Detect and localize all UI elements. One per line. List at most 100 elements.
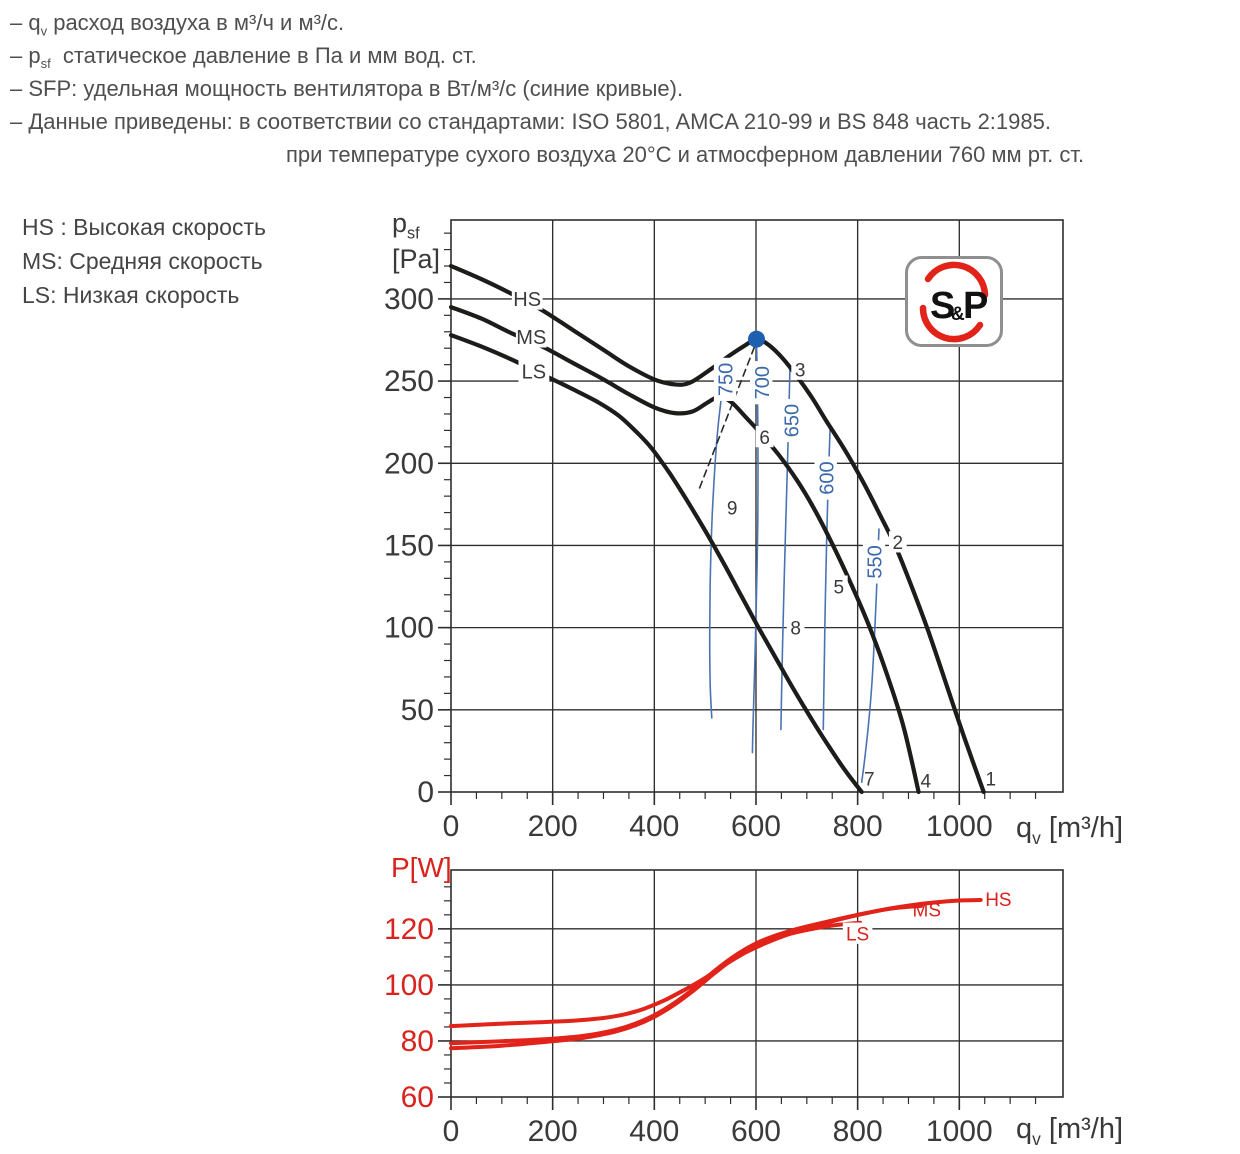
flow-axis-subscript: v (1032, 827, 1041, 848)
y-tick-label: 150 (384, 529, 434, 562)
logo-arc-top-icon (924, 261, 989, 299)
annotation-text: HS (513, 289, 541, 311)
sp-logo: S & P (904, 255, 1004, 348)
y-tick-label: 50 (401, 694, 434, 727)
annotation-text: 600 (816, 461, 838, 494)
annotation-text: 5 (834, 577, 845, 598)
note-text: при температуре сухого воздуха 20°C и ат… (286, 142, 1085, 167)
logo-arc-bottom-icon (919, 304, 984, 343)
x-tick-label: 200 (528, 1115, 578, 1148)
power-axis-label: P[W] (391, 852, 452, 884)
plot-border (450, 219, 1064, 793)
note-line-sfp: – SFP: удельная мощность вентилятора в В… (10, 72, 1084, 105)
annotation-700: 700 (749, 361, 774, 405)
logo-letter-p: P (963, 285, 988, 327)
x-tick-label: 600 (731, 1115, 781, 1148)
annotation-text: 650 (781, 404, 803, 437)
annotation-text: 6 (759, 428, 770, 449)
annotation-bg (515, 325, 547, 348)
annotation-750: 750 (713, 357, 738, 401)
x-tick-label: 400 (629, 810, 679, 843)
flow-axis-label-bottom: qv [m³/h] (1016, 1113, 1123, 1150)
pressure-axis-subscript: sf (407, 224, 420, 243)
annotation-HS: HS (985, 890, 1011, 911)
series-LS (448, 333, 864, 795)
annotation-text: 1 (986, 770, 997, 791)
x-tick-label: 200 (528, 810, 578, 843)
chart-notes: – qv расход воздуха в м³/ч и м³/с. – psf… (10, 6, 1084, 171)
annotation-9: 9 (723, 496, 741, 519)
annotation-HS: HS (511, 287, 543, 311)
logo-ampersand: & (951, 304, 965, 325)
annotation-4: 4 (921, 771, 932, 792)
annotation-2: 2 (888, 531, 907, 554)
y-tick-label: 200 (384, 447, 434, 480)
x-tick-label: 0 (443, 810, 460, 843)
series-HS-power (449, 898, 983, 1029)
annotation-600: 600 (814, 456, 838, 500)
annotation-1: 1 (986, 770, 997, 791)
annotation-550: 550 (862, 540, 887, 584)
annotation-text: 550 (865, 545, 887, 578)
y-tick-label: 80 (401, 1025, 434, 1058)
plot-border (450, 869, 1064, 1098)
annotation-text: 4 (921, 771, 932, 792)
x-tick-label: 400 (629, 1115, 679, 1148)
annotation-bg (829, 575, 848, 597)
y-tick-label: 120 (384, 913, 434, 946)
annotation-text: LS (522, 361, 546, 383)
flow-axis-symbol: q (1016, 812, 1033, 844)
chart-static-pressure-vs-flow: 0 200 400 600 800 1000 0 50 100 150 200 250 300 HS MS L… (384, 219, 1064, 843)
note-text: – p (10, 43, 41, 68)
flow-axis-subscript: v (1032, 1128, 1041, 1149)
x-tick-label: 600 (731, 810, 781, 843)
power-axis-text: P[W] (391, 852, 452, 883)
note-text: – Данные приведены: в соответствии со ст… (10, 109, 1051, 134)
annotation-text: 7 (864, 770, 875, 791)
annotation-bg (518, 359, 550, 382)
x-tick-label: 800 (833, 1115, 883, 1148)
flow-axis-symbol: q (1016, 1113, 1033, 1145)
annotation-bg (713, 357, 737, 401)
y-tick-label: 100 (384, 612, 434, 645)
annotation-8: 8 (786, 616, 805, 639)
series-sfp-750 (708, 354, 730, 719)
annotation-5: 5 (829, 575, 848, 598)
x-tick-label: 800 (833, 810, 883, 843)
annotation-bg (786, 616, 805, 638)
flow-axis-label-top: qv [m³/h] (1016, 812, 1123, 849)
annotation-bg (779, 398, 802, 443)
annotation-bg (814, 456, 837, 500)
note-line-standards: – Данные приведены: в соответствии со ст… (10, 105, 1084, 138)
series-selection-guide (698, 340, 758, 489)
note-line-flow: – qv расход воздуха в м³/ч и м³/с. (10, 6, 1084, 39)
annotation-bg (888, 531, 907, 553)
pressure-axis-label: psf [Pa] (392, 210, 440, 273)
chart-power-vs-flow: 0 200 400 600 800 1000 60 80 100 120 HS MS LS (384, 869, 1064, 1148)
annotation-text: 9 (727, 498, 738, 519)
annotation-3: 3 (791, 358, 810, 381)
note-text: расход воздуха в м³/ч и м³/с. (47, 10, 345, 35)
x-tick-label: 1000 (926, 810, 993, 843)
annotation-MS: MS (515, 325, 547, 349)
note-subscript: sf (40, 56, 51, 72)
annotation-bg (862, 540, 886, 584)
flow-axis-unit: [m³/h] (1040, 1113, 1124, 1145)
series-sfp-600 (822, 426, 831, 731)
annotation-text: 3 (795, 360, 806, 381)
sp-logo-graphic: S & P (905, 256, 1003, 347)
annotation-LS: LS (842, 922, 873, 945)
annotation-7: 7 (864, 770, 875, 791)
annotation-bg (511, 287, 543, 310)
y-tick-label: 250 (384, 365, 434, 398)
flow-axis-unit: [m³/h] (1040, 812, 1124, 844)
annotation-bg (842, 922, 873, 944)
legend-item-ms: MS: Средняя скорость (22, 248, 263, 274)
annotation-bg (723, 496, 741, 518)
annotation-LS: LS (518, 359, 550, 383)
annotation-text: 750 (716, 363, 738, 396)
logo-letter-s: S (930, 285, 955, 327)
y-tick-label: 60 (401, 1081, 434, 1114)
annotation-text: MS (516, 327, 546, 349)
annotation-bg (791, 358, 810, 380)
